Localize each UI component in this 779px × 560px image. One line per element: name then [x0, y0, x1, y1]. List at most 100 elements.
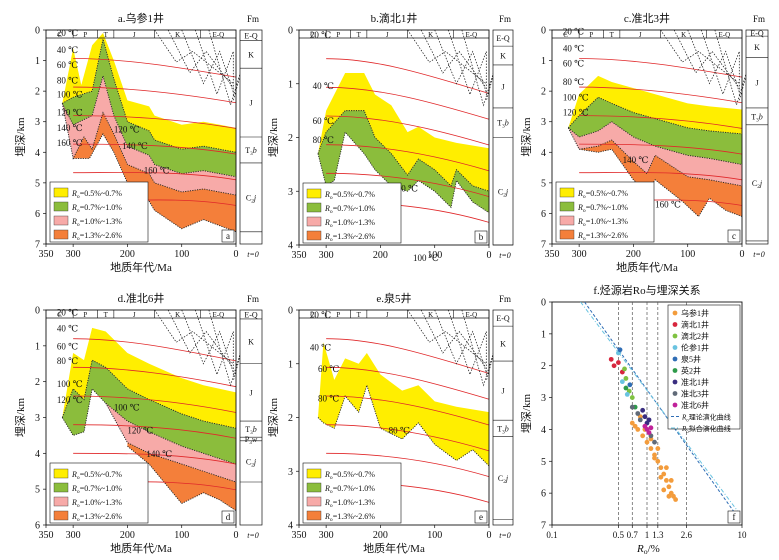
burial-curve [700, 29, 740, 97]
period-label: J [386, 311, 389, 319]
t0-label: t=0 [247, 250, 259, 259]
x-tick-label: 2.6 [681, 530, 693, 540]
plot-frame [45, 29, 237, 245]
x-axis-label: 地质年代/Ma [110, 260, 172, 274]
data-point [658, 474, 664, 480]
data-point [623, 376, 629, 381]
formation-label: T3b [245, 146, 256, 157]
period-label: E-Q [719, 31, 731, 39]
legend-marker [672, 368, 678, 373]
legend-label: 准北1井 [681, 377, 709, 387]
isotherm-curve [326, 86, 490, 120]
y-tick-label: 3 [541, 393, 546, 404]
x-tick-label: 1 [645, 530, 650, 540]
isotherm-label: 140 ℃ [146, 449, 172, 459]
data-point [663, 478, 669, 483]
data-point [622, 366, 627, 372]
panel-letter: c [732, 231, 736, 241]
y-tick-label: 3 [541, 117, 546, 128]
isotherm-label: 20 ℃ [57, 307, 78, 317]
y-tick-label: 1 [541, 329, 546, 340]
legend-swatch [559, 229, 575, 240]
burial-curve [407, 309, 487, 365]
x-tick-label: 0 [740, 249, 745, 260]
burial-curve [447, 29, 487, 97]
isotherm-label: 120 ℃ [563, 108, 589, 118]
burial-line [62, 39, 237, 153]
legend-label: Ro=1.3%~2.6% [577, 231, 628, 242]
y-tick-label: 5 [541, 178, 546, 189]
isotherm-curve [326, 115, 490, 146]
legend-label: Ro=1.0%~1.3% [324, 498, 375, 509]
panel-letter: e [479, 512, 483, 522]
isotherm-curve [73, 172, 237, 181]
panel-letter: b [479, 232, 484, 242]
isotherm-curve [326, 338, 490, 374]
period-label: J [133, 311, 136, 319]
formation-label: T3b [751, 112, 762, 123]
legend-marker [672, 391, 678, 396]
legend-marker [672, 356, 678, 362]
y-tick-label: 1 [541, 56, 546, 67]
burial-curve [167, 309, 234, 369]
legend-swatch [559, 215, 575, 226]
formation-label: E-Q [244, 310, 258, 319]
isotherm-label: 40 ℃ [57, 45, 78, 55]
y-axis-label: 埋深/km [267, 118, 280, 158]
legend-label: Ro=1.3%~2.6% [324, 232, 375, 243]
formation-label: K [248, 337, 254, 346]
y-tick-label: 3 [288, 467, 293, 478]
legend-label: Ro=1.0%~1.3% [71, 217, 122, 228]
data-point [617, 347, 623, 353]
y-tick-label: 6 [541, 489, 546, 500]
isotherm-label: 120 ℃ [127, 426, 153, 436]
data-point [611, 363, 617, 369]
y-tick-label: 7 [541, 240, 546, 251]
y-axis-label: 埋深/km [520, 394, 533, 434]
x-axis-label: Ro/% [636, 543, 660, 556]
data-point [646, 430, 652, 436]
data-point [632, 423, 638, 429]
legend-swatch [53, 482, 69, 493]
x-tick-label: 100 [174, 530, 189, 541]
legend-label: Ro=0.7%~1.0% [71, 484, 122, 495]
isotherm-label: 140 ℃ [122, 141, 148, 151]
isotherm-label: 60 ℃ [313, 116, 334, 126]
burial-line [317, 383, 490, 467]
data-point [648, 425, 654, 431]
y-tick-label: 7 [35, 240, 40, 251]
legend-swatch [53, 215, 69, 226]
legend-marker [672, 310, 678, 316]
period-label: C [310, 311, 315, 319]
period-label: T [357, 311, 362, 319]
isotherm-curve [326, 172, 490, 198]
isotherm-label: 80 ℃ [313, 135, 334, 145]
legend-label: 滴北1井 [681, 320, 709, 330]
data-point [616, 360, 621, 365]
formation-label: E-Q [244, 31, 258, 40]
isotherm-curve [326, 366, 490, 400]
isotherm-curve [579, 143, 743, 155]
legend-swatch [559, 201, 575, 212]
y-tick-label: 4 [541, 425, 546, 436]
data-point [673, 497, 678, 502]
formation-label: C2j [498, 474, 509, 485]
legend-marker [672, 322, 678, 327]
isotherm-label: 20 ℃ [310, 30, 331, 40]
x-tick-label: 0.1 [546, 530, 557, 540]
ro-band-4 [127, 442, 236, 511]
panel-title: d.准北6井 [118, 291, 165, 305]
legend-box [667, 304, 741, 430]
data-point [635, 411, 641, 416]
ro-band-3 [62, 75, 237, 196]
data-point [629, 404, 635, 410]
y-tick-label: 2 [541, 361, 546, 372]
x-tick-label: 350 [39, 530, 54, 541]
burial-curve [434, 309, 487, 373]
formation-label: J [501, 387, 504, 396]
isotherm-label: 100 ℃ [563, 92, 589, 102]
period-label: E-Q [213, 31, 225, 39]
data-point [642, 414, 648, 420]
x-tick-label: 0 [487, 250, 492, 261]
